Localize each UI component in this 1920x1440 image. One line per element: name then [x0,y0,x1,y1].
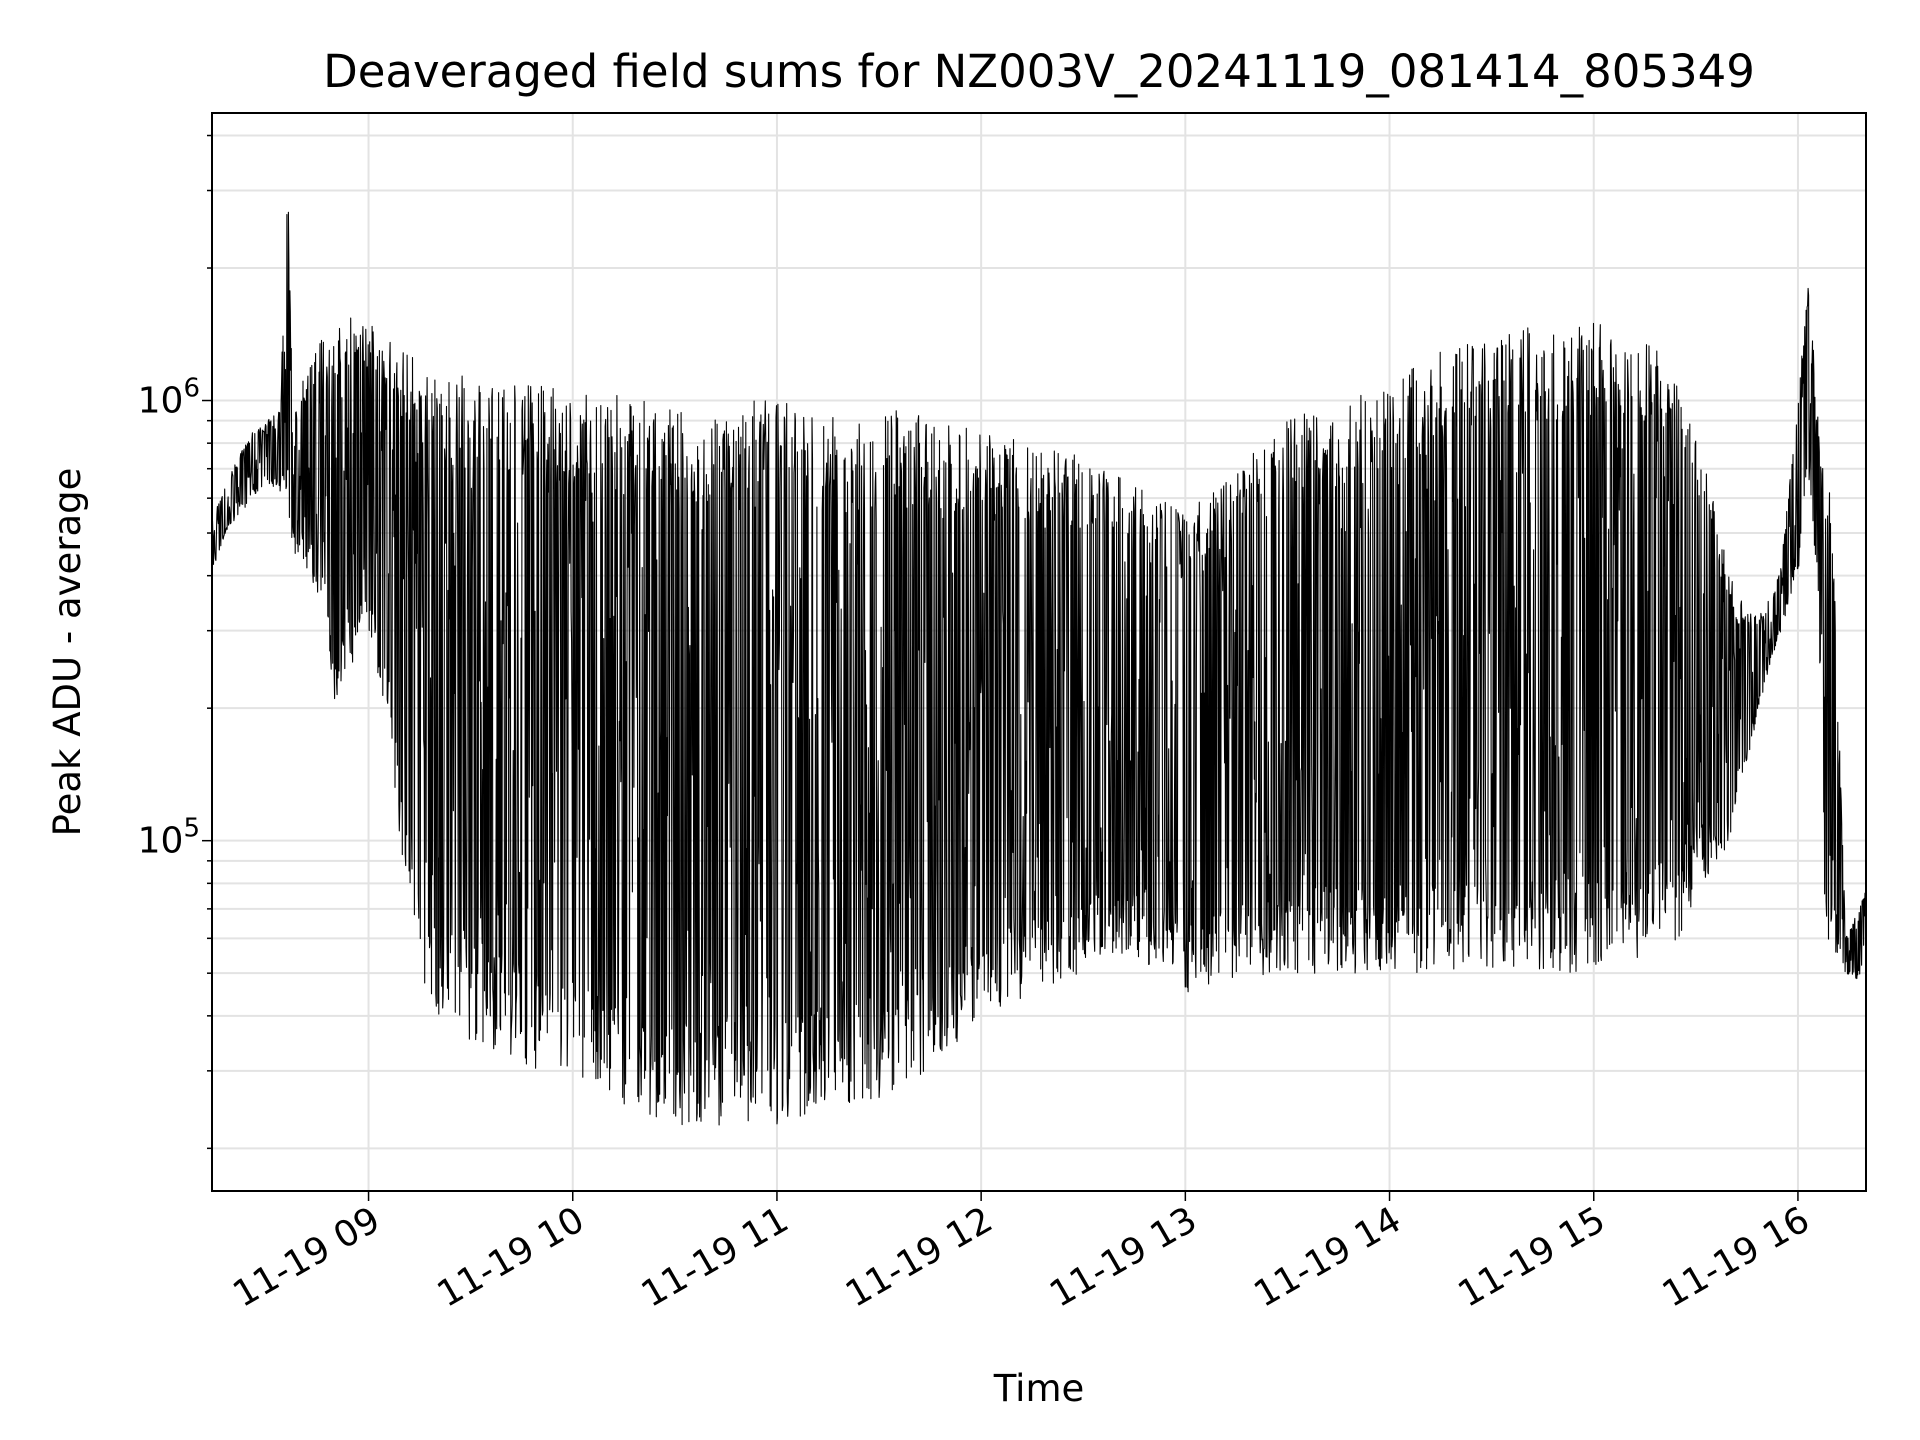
y-axis-label: Peak ADU - average [46,468,89,837]
chart-title: Deaveraged field sums for NZ003V_2024111… [323,45,1755,98]
y-tick-label: 106 [138,374,200,422]
plot-area [212,211,1866,1126]
x-axis-label: Time [993,1367,1085,1410]
y-tick-label: 105 [138,814,200,862]
series-line [212,211,1866,1126]
plot-frame [211,112,1867,1192]
